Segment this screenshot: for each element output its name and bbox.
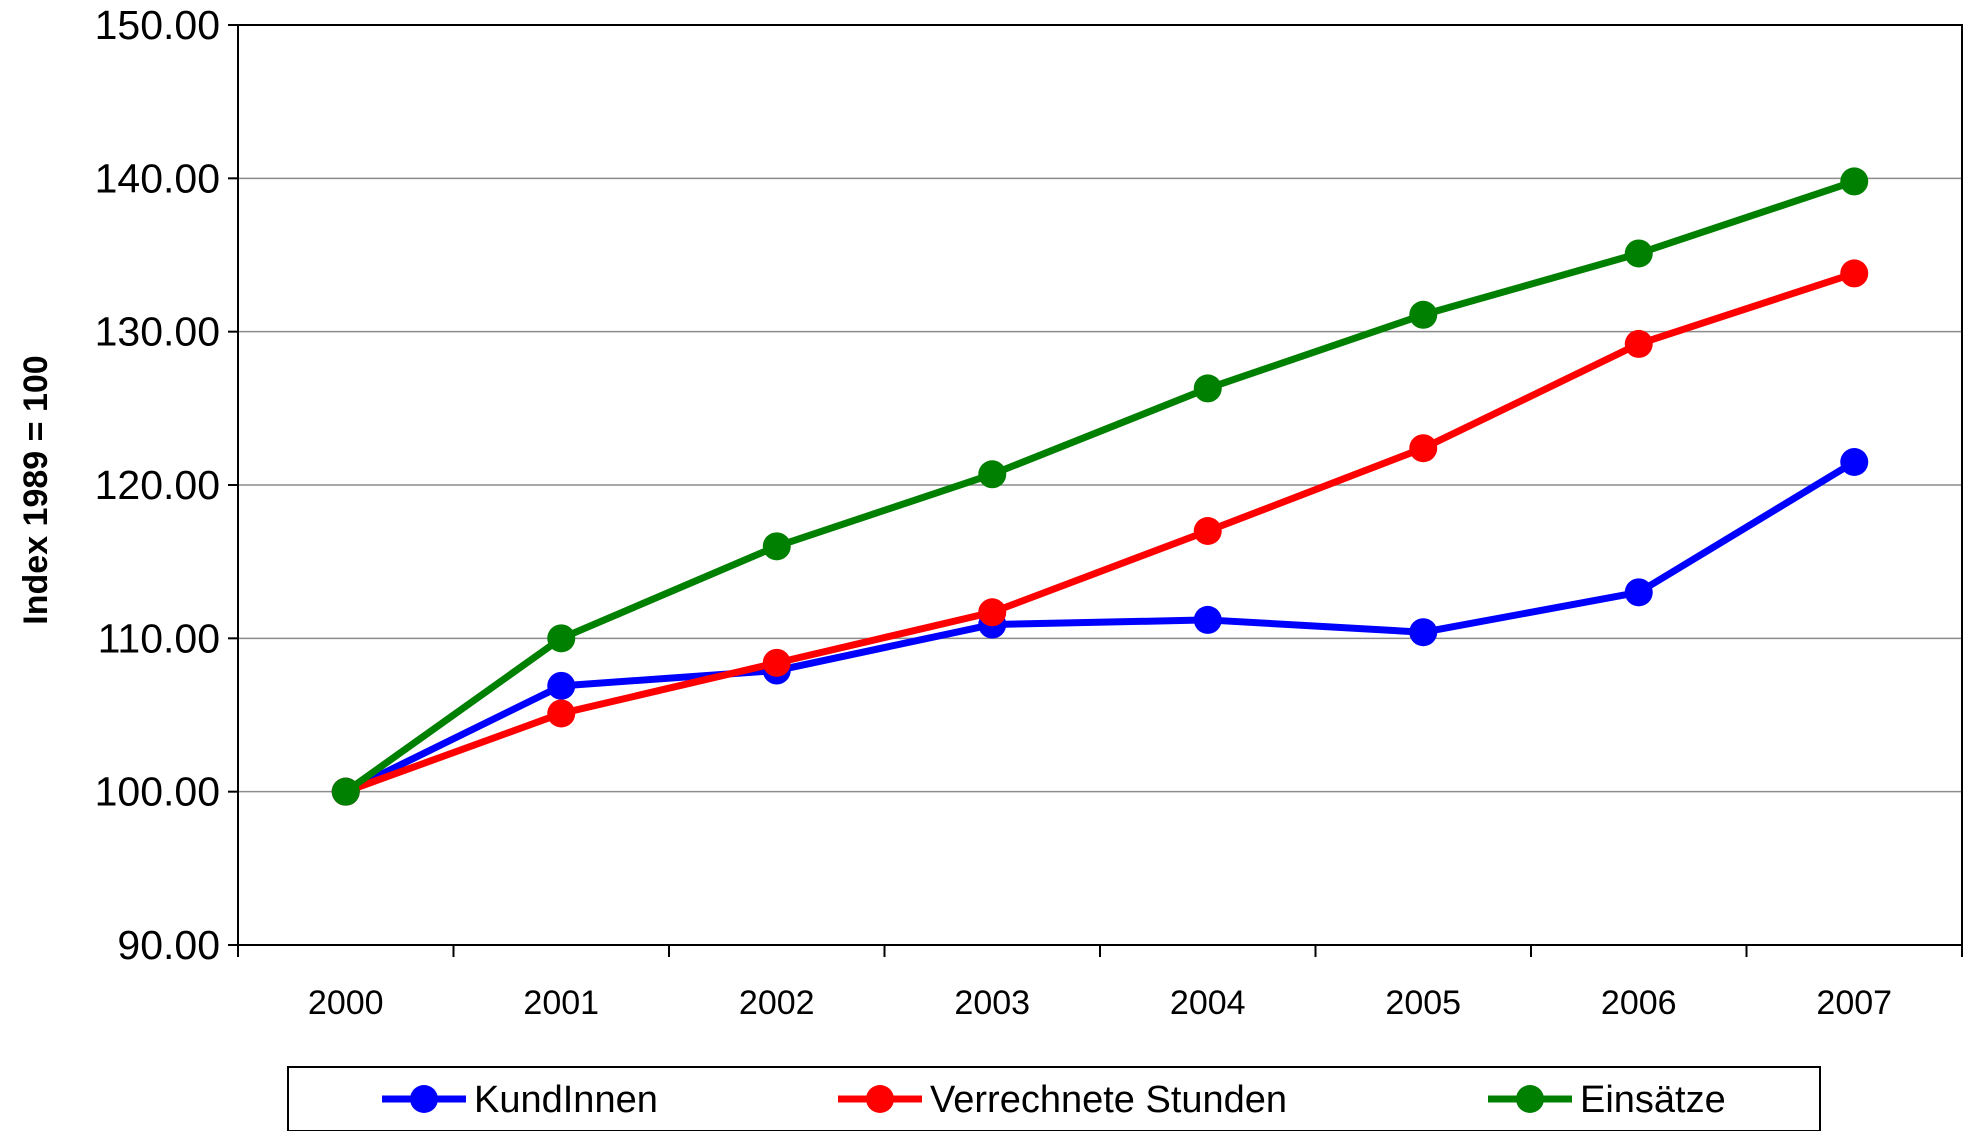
series-group xyxy=(331,167,1869,806)
series-3 xyxy=(331,167,1869,806)
data-point xyxy=(1840,259,1869,288)
y-tick-label: 120.00 xyxy=(95,462,220,508)
legend-label: KundInnen xyxy=(474,1079,658,1121)
data-point xyxy=(1409,434,1438,463)
series-line xyxy=(344,459,1857,795)
y-tick-label: 100.00 xyxy=(95,769,220,815)
data-point xyxy=(1193,374,1222,403)
y-tick-label: 130.00 xyxy=(95,309,220,355)
legend-item: Verrechnete Stunden xyxy=(838,1079,1287,1121)
data-point xyxy=(762,648,791,677)
data-point xyxy=(331,777,360,806)
y-axis: 90.00 100.00 110.00 120.00 130.00 140.00 150.0… xyxy=(95,2,238,968)
x-tick-label: 2005 xyxy=(1385,984,1461,1022)
data-point xyxy=(1193,605,1222,634)
x-tick-label: 2002 xyxy=(739,984,815,1022)
y-tick-label: 150.00 xyxy=(95,2,220,48)
legend-marker xyxy=(866,1085,894,1113)
legend-marker xyxy=(1516,1085,1544,1113)
series-line xyxy=(343,178,1856,795)
data-point xyxy=(547,671,576,700)
x-tick-label: 2003 xyxy=(954,984,1030,1022)
data-point xyxy=(1840,167,1869,196)
data-point xyxy=(1409,300,1438,329)
data-point xyxy=(1624,329,1653,358)
data-point xyxy=(978,460,1007,489)
legend-item: KundInnen xyxy=(382,1079,658,1121)
legend-marker xyxy=(410,1085,438,1113)
data-point xyxy=(1840,448,1869,476)
legend-label: Verrechnete Stunden xyxy=(930,1079,1287,1121)
legend-label: Einsätze xyxy=(1580,1079,1726,1121)
data-point xyxy=(1624,578,1653,607)
data-point xyxy=(1409,618,1438,647)
legend: KundInnen Verrechnete Stunden Einsätze xyxy=(287,1066,1821,1131)
y-tick-label: 110.00 xyxy=(98,615,220,661)
x-tick-label: 2001 xyxy=(523,984,599,1022)
data-point xyxy=(762,532,791,561)
x-tick-label: 2006 xyxy=(1601,984,1677,1022)
series-line xyxy=(344,270,1856,795)
x-tick-label: 2000 xyxy=(308,984,384,1022)
legend-item: Einsätze xyxy=(1488,1079,1726,1121)
y-tick-label: 90.00 xyxy=(117,922,220,968)
data-point xyxy=(547,699,576,728)
data-point xyxy=(1624,239,1653,268)
y-tick-label: 140.00 xyxy=(95,155,220,201)
x-tick-label: 2004 xyxy=(1170,984,1246,1022)
data-point xyxy=(547,624,576,653)
gridlines xyxy=(238,177,1962,793)
y-axis-label: Index 1989 = 100 xyxy=(17,355,55,624)
x-tick-label: 2007 xyxy=(1816,984,1892,1022)
x-axis: 2000 2001 2002 2003 2004 2005 2006 2007 xyxy=(237,945,1963,1022)
series-2 xyxy=(331,259,1869,806)
data-point xyxy=(1193,517,1222,545)
data-point xyxy=(978,598,1007,627)
